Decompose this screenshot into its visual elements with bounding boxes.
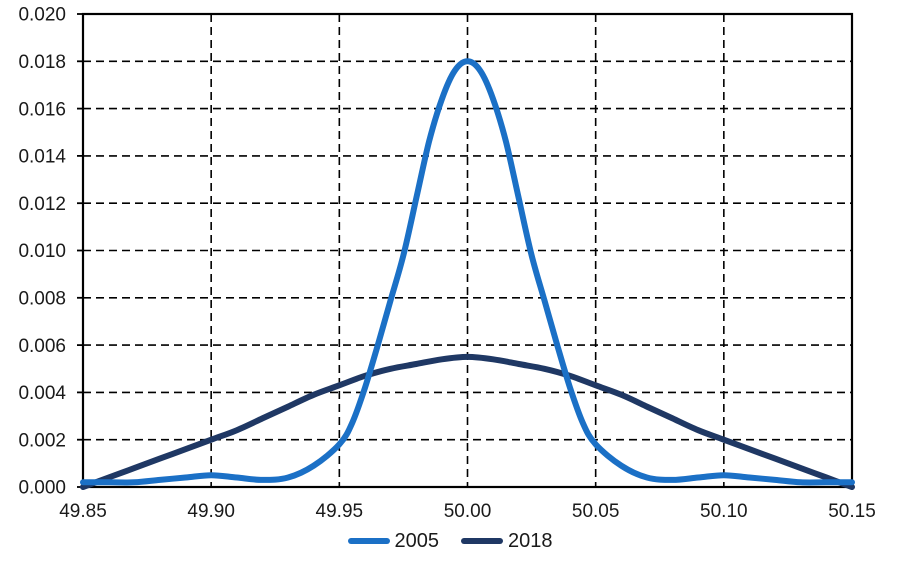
y-tick-label: 0.020 bbox=[18, 5, 66, 26]
legend: 2005 2018 bbox=[0, 531, 900, 551]
legend-item-2018: 2018 bbox=[461, 531, 553, 551]
y-tick-label: 0.018 bbox=[18, 52, 66, 73]
y-tick-label: 0.016 bbox=[18, 99, 66, 120]
y-tick-label: 0.014 bbox=[18, 147, 66, 168]
x-tick-label: 50.00 bbox=[444, 501, 492, 522]
legend-swatch bbox=[347, 538, 390, 544]
legend-item-2005: 2005 bbox=[347, 530, 440, 552]
y-tick-label: 0.006 bbox=[18, 336, 66, 357]
x-tick-label: 50.05 bbox=[572, 501, 620, 522]
legend-swatch bbox=[461, 538, 503, 544]
legend-label: 2018 bbox=[508, 530, 553, 552]
y-tick-label: 0.012 bbox=[18, 194, 66, 215]
y-tick-label: 0.010 bbox=[18, 241, 66, 262]
legend-label: 2005 bbox=[394, 530, 440, 552]
x-tick-label: 49.95 bbox=[316, 501, 364, 522]
x-tick-label: 50.15 bbox=[828, 501, 876, 522]
y-tick-label: 0.000 bbox=[18, 478, 66, 499]
series-line-2005 bbox=[80, 58, 855, 486]
y-tick-label: 0.002 bbox=[18, 430, 66, 451]
y-tick-label: 0.004 bbox=[18, 383, 66, 404]
x-tick-label: 49.90 bbox=[187, 501, 235, 522]
x-tick-label: 49.85 bbox=[59, 501, 107, 522]
x-tick-label: 50.10 bbox=[700, 501, 748, 522]
y-tick-label: 0.008 bbox=[18, 288, 66, 309]
series-line-2018 bbox=[80, 353, 855, 490]
plot-frame bbox=[81, 12, 854, 489]
